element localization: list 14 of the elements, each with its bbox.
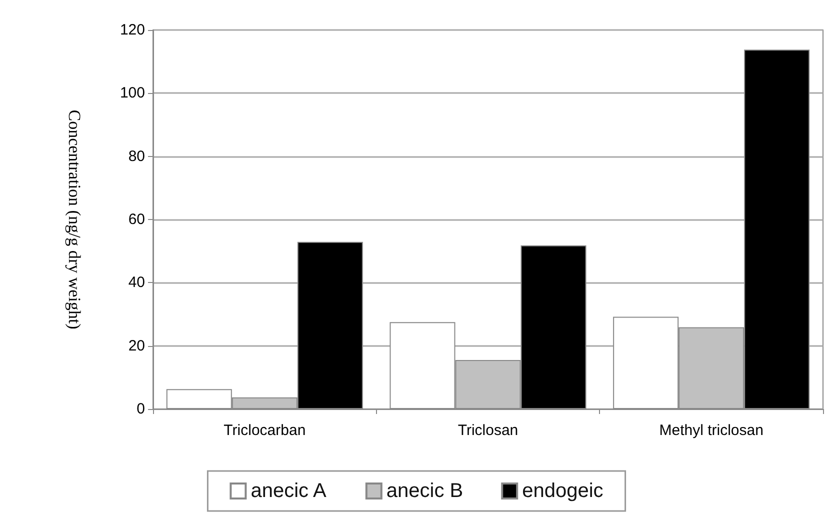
y-tick-label: 20 bbox=[128, 337, 145, 354]
x-tick-label: Triclocarban bbox=[224, 422, 306, 439]
y-tick-label: 80 bbox=[128, 148, 145, 165]
y-tick-label: 100 bbox=[120, 84, 145, 102]
legend-label: anecic B bbox=[386, 480, 464, 502]
y-axis-title: Concentration (ng/g dry weight) bbox=[65, 110, 84, 330]
y-tick-label: 60 bbox=[128, 211, 145, 228]
x-tick-label: Triclosan bbox=[458, 422, 518, 439]
legend-label: endogeic bbox=[522, 480, 604, 502]
legend-label: anecic A bbox=[250, 480, 327, 502]
y-tick-label: 0 bbox=[136, 400, 145, 418]
y-tick-label: 120 bbox=[120, 22, 145, 38]
y-tick-label: 40 bbox=[128, 274, 145, 292]
x-tick-label: Methyl triclosan bbox=[659, 422, 764, 439]
